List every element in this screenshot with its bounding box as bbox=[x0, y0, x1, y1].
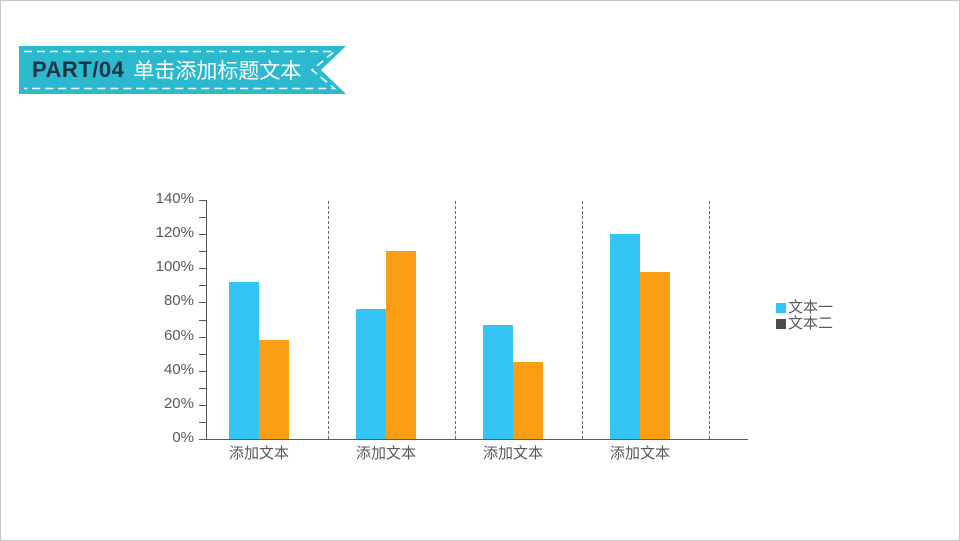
ribbon-text: PART/04 单击添加标题文本 bbox=[19, 46, 346, 94]
y-tick-label: 40% bbox=[163, 360, 194, 378]
slide-title[interactable]: 单击添加标题文本 bbox=[133, 60, 302, 83]
chart-legend[interactable]: 文本一 文本二 bbox=[776, 300, 833, 332]
y-tick-label: 0% bbox=[172, 429, 194, 446]
y-tick-label: 60% bbox=[163, 326, 194, 344]
ribbon-flag-shape bbox=[19, 46, 346, 94]
part-label: PART/04 bbox=[32, 57, 125, 82]
y-tick bbox=[199, 439, 206, 440]
bar-文本二-cat3[interactable] bbox=[513, 362, 543, 439]
bar-文本一-cat1[interactable] bbox=[229, 282, 259, 439]
y-tick bbox=[199, 319, 206, 321]
y-tick bbox=[199, 234, 206, 236]
header-ribbon[interactable]: PART/04 单击添加标题文本 bbox=[19, 46, 346, 94]
bar-文本二-cat2[interactable] bbox=[386, 251, 416, 439]
y-tick bbox=[199, 370, 206, 372]
legend-swatch bbox=[776, 319, 786, 329]
category-separator bbox=[582, 201, 583, 439]
y-tick-label: 20% bbox=[163, 394, 194, 412]
bar-文本一-cat3[interactable] bbox=[483, 325, 513, 439]
category-label: 添加文本 bbox=[228, 445, 289, 462]
y-tick bbox=[199, 387, 206, 389]
legend-label: 文本一 bbox=[788, 299, 834, 316]
y-tick bbox=[199, 217, 206, 219]
category-label: 添加文本 bbox=[609, 445, 670, 462]
y-tick-label: 100% bbox=[155, 258, 194, 276]
y-tick bbox=[199, 268, 206, 270]
y-tick bbox=[199, 285, 206, 287]
category-separator bbox=[455, 201, 456, 439]
legend-item[interactable]: 文本二 bbox=[776, 316, 833, 332]
y-tick-label: 80% bbox=[163, 292, 194, 310]
legend-swatch bbox=[776, 303, 786, 313]
category-label: 添加文本 bbox=[355, 445, 416, 462]
x-axis-line bbox=[206, 439, 748, 440]
bar-文本一-cat4[interactable] bbox=[610, 234, 640, 439]
y-tick bbox=[199, 200, 206, 201]
category-label: 添加文本 bbox=[482, 445, 543, 462]
y-tick-label: 120% bbox=[155, 224, 194, 242]
y-tick bbox=[199, 302, 206, 304]
y-tick bbox=[199, 251, 206, 253]
legend-label: 文本二 bbox=[788, 315, 834, 332]
y-tick bbox=[199, 421, 206, 423]
y-tick bbox=[199, 404, 206, 406]
bar-文本二-cat4[interactable] bbox=[640, 272, 670, 439]
category-separator bbox=[328, 201, 329, 439]
category-separator bbox=[709, 201, 710, 439]
y-tick-label: 140% bbox=[155, 190, 194, 207]
y-tick bbox=[199, 353, 206, 355]
y-tick bbox=[199, 336, 206, 338]
bar-文本一-cat2[interactable] bbox=[356, 309, 386, 439]
y-axis-line bbox=[206, 200, 207, 440]
bar-文本二-cat1[interactable] bbox=[259, 340, 289, 439]
legend-item[interactable]: 文本一 bbox=[776, 300, 833, 316]
